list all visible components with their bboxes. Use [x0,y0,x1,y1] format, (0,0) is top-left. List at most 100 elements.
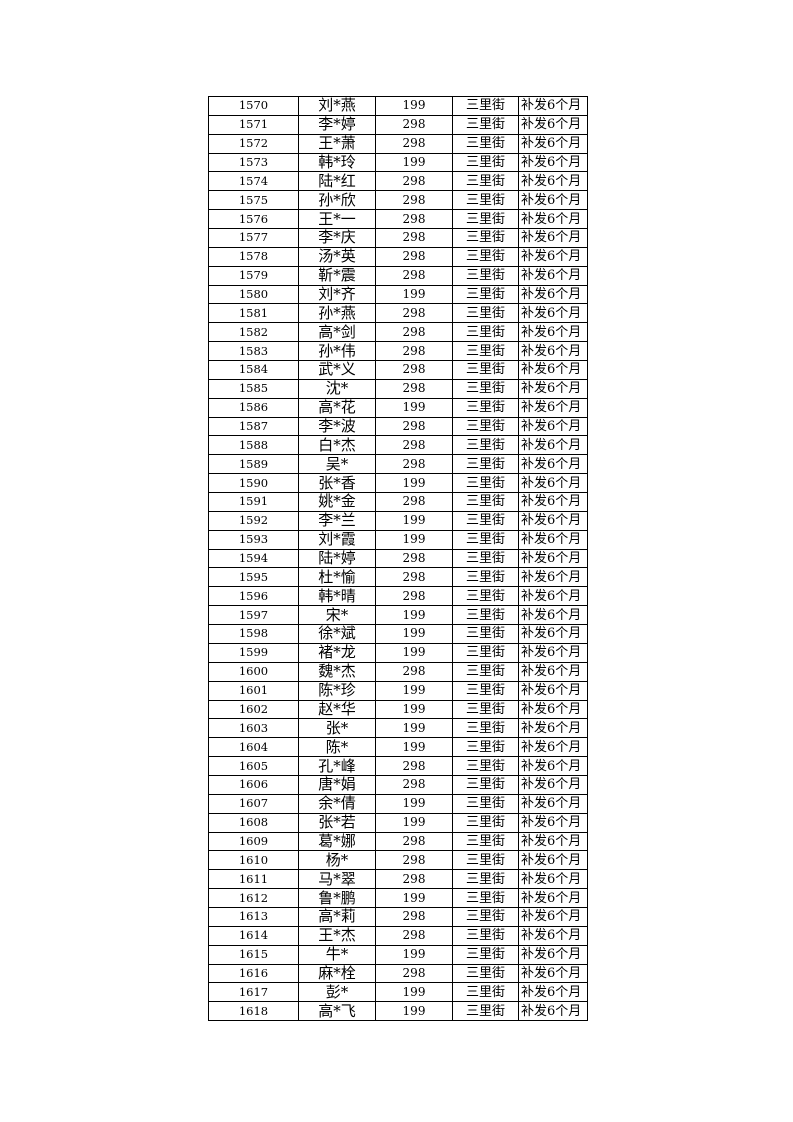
data-table: 1570 刘*燕 199 三里街 补发6个月 1571 李*婷 298 三里街 补发6个月 1572… [208,96,588,1022]
table-row: 1616 麻*栓 298 三里街 补发6个月 [208,963,588,984]
district-cell: 三里街 [452,793,519,814]
name-cell: 李*婷 [298,114,376,135]
row-number-cell: 1596 [208,586,299,607]
table-row: 1609 葛*娜 298 三里街 补发6个月 [208,831,588,852]
table-row: 1606 唐*娟 298 三里街 补发6个月 [208,774,588,795]
amount-cell: 199 [375,737,453,758]
amount-cell: 298 [375,228,453,248]
table-row: 1582 高*剑 298 三里街 补发6个月 [208,322,588,343]
amount-cell: 199 [375,284,453,305]
district-cell: 三里街 [452,209,519,230]
table-row: 1590 张*香 199 三里街 补发6个月 [208,473,588,494]
table-row: 1595 杜*愉 298 三里街 补发6个月 [208,567,588,588]
row-number-cell: 1591 [208,492,299,512]
note-cell: 补发6个月 [518,718,588,739]
amount-cell: 298 [375,435,453,456]
note-cell: 补发6个月 [518,492,588,512]
row-number-cell: 1581 [208,303,299,324]
row-number-cell: 1607 [208,793,299,814]
note-cell: 补发6个月 [518,624,588,644]
name-cell: 彭* [298,982,376,1003]
note-cell: 补发6个月 [518,642,588,663]
note-cell: 补发6个月 [518,209,588,230]
amount-cell: 298 [375,360,453,380]
row-number-cell: 1576 [208,209,299,230]
name-cell: 鲁*鹏 [298,888,376,908]
district-cell: 三里街 [452,925,519,946]
name-cell: 余*倩 [298,793,376,814]
amount-cell: 298 [375,831,453,852]
district-cell: 三里街 [452,1001,519,1022]
note-cell: 补发6个月 [518,774,588,795]
district-cell: 三里街 [452,699,519,720]
note-cell: 补发6个月 [518,284,588,305]
amount-cell: 199 [375,699,453,720]
note-cell: 补发6个月 [518,812,588,833]
note-cell: 补发6个月 [518,850,588,871]
table-row: 1607 余*倩 199 三里街 补发6个月 [208,793,588,814]
note-cell: 补发6个月 [518,133,588,154]
row-number-cell: 1580 [208,284,299,305]
district-cell: 三里街 [452,982,519,1003]
table-row: 1597 宋* 199 三里街 补发6个月 [208,605,588,626]
amount-cell: 298 [375,869,453,890]
name-cell: 唐*娟 [298,774,376,795]
district-cell: 三里街 [452,737,519,758]
note-cell: 补发6个月 [518,793,588,814]
name-cell: 孙*燕 [298,303,376,324]
name-cell: 孙*欣 [298,190,376,211]
note-cell: 补发6个月 [518,944,588,965]
district-cell: 三里街 [452,548,519,569]
note-cell: 补发6个月 [518,982,588,1003]
name-cell: 麻*栓 [298,963,376,984]
row-number-cell: 1575 [208,190,299,211]
note-cell: 补发6个月 [518,1001,588,1022]
name-cell: 陆*红 [298,171,376,192]
table-row: 1596 韩*晴 298 三里街 补发6个月 [208,586,588,607]
row-number-cell: 1614 [208,925,299,946]
note-cell: 补发6个月 [518,416,588,437]
row-number-cell: 1617 [208,982,299,1003]
row-number-cell: 1578 [208,246,299,267]
table-row: 1599 褚*龙 199 三里街 补发6个月 [208,642,588,663]
amount-cell: 199 [375,812,453,833]
amount-cell: 298 [375,416,453,437]
name-cell: 姚*金 [298,492,376,512]
district-cell: 三里街 [452,96,519,116]
district-cell: 三里街 [452,624,519,644]
name-cell: 李*庆 [298,228,376,248]
district-cell: 三里街 [452,680,519,701]
table-row: 1604 陈* 199 三里街 补发6个月 [208,737,588,758]
note-cell: 补发6个月 [518,510,588,531]
name-cell: 张*若 [298,812,376,833]
table-row: 1577 李*庆 298 三里街 补发6个月 [208,228,588,248]
row-number-cell: 1586 [208,397,299,418]
district-cell: 三里街 [452,888,519,908]
table-row: 1618 高*飞 199 三里街 补发6个月 [208,1001,588,1022]
table-row: 1581 孙*燕 298 三里街 补发6个月 [208,303,588,324]
district-cell: 三里街 [452,605,519,626]
table-row: 1612 鲁*鹏 199 三里街 补发6个月 [208,888,588,908]
amount-cell: 199 [375,152,453,173]
district-cell: 三里街 [452,190,519,211]
name-cell: 高*莉 [298,906,376,927]
table-row: 1576 王*一 298 三里街 补发6个月 [208,209,588,230]
note-cell: 补发6个月 [518,567,588,588]
district-cell: 三里街 [452,718,519,739]
name-cell: 陈* [298,737,376,758]
row-number-cell: 1588 [208,435,299,456]
amount-cell: 298 [375,303,453,324]
row-number-cell: 1587 [208,416,299,437]
row-number-cell: 1585 [208,378,299,399]
note-cell: 补发6个月 [518,378,588,399]
district-cell: 三里街 [452,265,519,286]
table-row: 1598 徐*斌 199 三里街 补发6个月 [208,624,588,644]
amount-cell: 199 [375,718,453,739]
name-cell: 王*一 [298,209,376,230]
note-cell: 补发6个月 [518,605,588,626]
amount-cell: 298 [375,322,453,343]
name-cell: 孔*峰 [298,756,376,776]
amount-cell: 298 [375,963,453,984]
row-number-cell: 1598 [208,624,299,644]
table-row: 1588 白*杰 298 三里街 补发6个月 [208,435,588,456]
